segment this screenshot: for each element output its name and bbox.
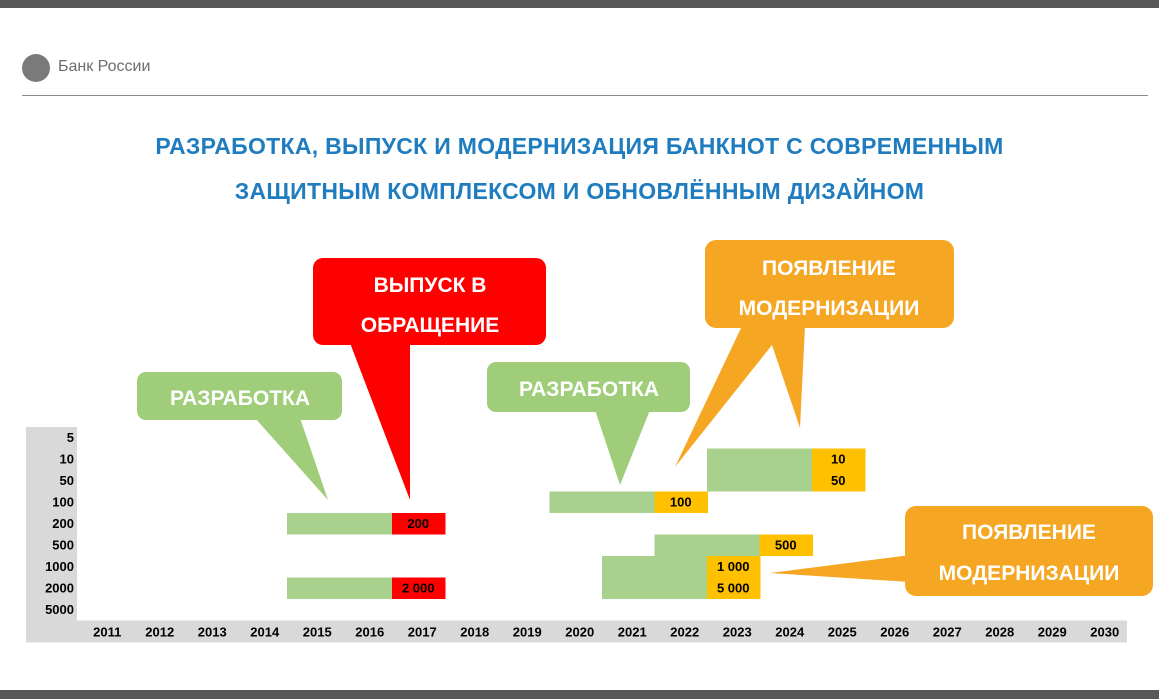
- header-divider: [22, 95, 1148, 96]
- row-label-band: [26, 427, 77, 621]
- year-tick-label: 2027: [933, 625, 962, 640]
- row-label: 200: [52, 516, 74, 531]
- row-label: 100: [52, 495, 74, 510]
- slide-title-line2: ЗАЩИТНЫМ КОМПЛЕКСОМ И ОБНОВЛЁННЫМ ДИЗАЙН…: [234, 178, 925, 204]
- year-tick-label: 2023: [723, 625, 752, 640]
- timeline-bar: 200: [287, 513, 446, 535]
- year-tick-label: 2029: [1038, 625, 1067, 640]
- modernization-segment: [707, 556, 761, 599]
- bar-label: 1 000: [717, 559, 750, 574]
- bar-label: 2 000: [402, 581, 435, 596]
- callout-development-1: РАЗРАБОТКА: [137, 372, 342, 500]
- development-segment: [549, 491, 655, 513]
- timeline-bar: 100: [549, 491, 708, 513]
- row-label: 5: [67, 430, 74, 445]
- callout-development-2: РАЗРАБОТКА: [487, 362, 690, 485]
- timeline-bar: 2 000: [287, 577, 446, 599]
- row-label: 10: [60, 452, 74, 467]
- modernization-segment: [812, 448, 866, 492]
- bottom-bar: [0, 690, 1159, 699]
- year-tick-label: 2014: [250, 625, 280, 640]
- callout-text: РАЗРАБОТКА: [519, 378, 659, 401]
- callout-text: МОДЕРНИЗАЦИИ: [939, 562, 1120, 585]
- timeline-bar: 1 000 5 000: [602, 556, 761, 599]
- logo-text: Банк России: [58, 58, 151, 75]
- release-segment: [392, 577, 446, 599]
- year-tick-label: 2030: [1090, 625, 1119, 640]
- callout-text: ВЫПУСК В: [374, 274, 487, 297]
- year-tick-label: 2013: [198, 625, 227, 640]
- top-bar: [0, 0, 1159, 8]
- callout-text: ОБРАЩЕНИЕ: [361, 314, 499, 337]
- year-tick-label: 2024: [775, 625, 805, 640]
- modernization-segment: [759, 534, 813, 556]
- year-tick-label: 2020: [565, 625, 594, 640]
- year-tick-label: 2017: [408, 625, 437, 640]
- callout-modernization-1: ПОЯВЛЕНИЕ МОДЕРНИЗАЦИИ: [675, 240, 954, 467]
- bar-label: 500: [775, 538, 797, 553]
- development-segment: [707, 448, 812, 492]
- callout-text: РАЗРАБОТКА: [170, 387, 310, 410]
- year-tick-label: 2015: [303, 625, 332, 640]
- year-tick-label: 2018: [460, 625, 489, 640]
- year-axis-band: [26, 620, 1127, 643]
- release-segment: [392, 513, 446, 535]
- slide-title-line1: РАЗРАБОТКА, ВЫПУСК И МОДЕРНИЗАЦИЯ БАНКНО…: [155, 133, 1004, 159]
- year-tick-label: 2016: [355, 625, 384, 640]
- bar-label: 10: [831, 452, 845, 467]
- callout-text: МОДЕРНИЗАЦИИ: [739, 297, 920, 320]
- row-label: 2000: [45, 581, 74, 596]
- row-label: 1000: [45, 559, 74, 574]
- timeline-bar: 500: [654, 534, 813, 556]
- bar-label: 200: [407, 516, 429, 531]
- callout-text: ПОЯВЛЕНИЕ: [762, 257, 896, 280]
- callout-text: ПОЯВЛЕНИЕ: [962, 521, 1096, 544]
- modernization-segment: [654, 491, 708, 513]
- bar-label: 100: [670, 495, 692, 510]
- year-tick-label: 2022: [670, 625, 699, 640]
- row-label: 50: [60, 473, 74, 488]
- callout-release: ВЫПУСК В ОБРАЩЕНИЕ: [313, 258, 546, 500]
- row-label: 500: [52, 538, 74, 553]
- callout-modernization-2: ПОЯВЛЕНИЕ МОДЕРНИЗАЦИИ: [770, 506, 1153, 596]
- bar-label: 50: [831, 473, 845, 488]
- development-segment: [287, 513, 392, 535]
- development-segment: [602, 556, 707, 599]
- double-headed-eagle-icon: [22, 54, 50, 82]
- bar-label: 5 000: [717, 581, 750, 596]
- year-tick-label: 2021: [618, 625, 647, 640]
- row-label: 5000: [45, 602, 74, 617]
- year-tick-label: 2011: [93, 625, 121, 640]
- year-tick-label: 2012: [145, 625, 174, 640]
- year-tick-label: 2019: [513, 625, 542, 640]
- year-tick-label: 2026: [880, 625, 909, 640]
- year-tick-label: 2028: [985, 625, 1014, 640]
- development-segment: [654, 534, 760, 556]
- development-segment: [287, 577, 392, 599]
- year-tick-label: 2025: [828, 625, 857, 640]
